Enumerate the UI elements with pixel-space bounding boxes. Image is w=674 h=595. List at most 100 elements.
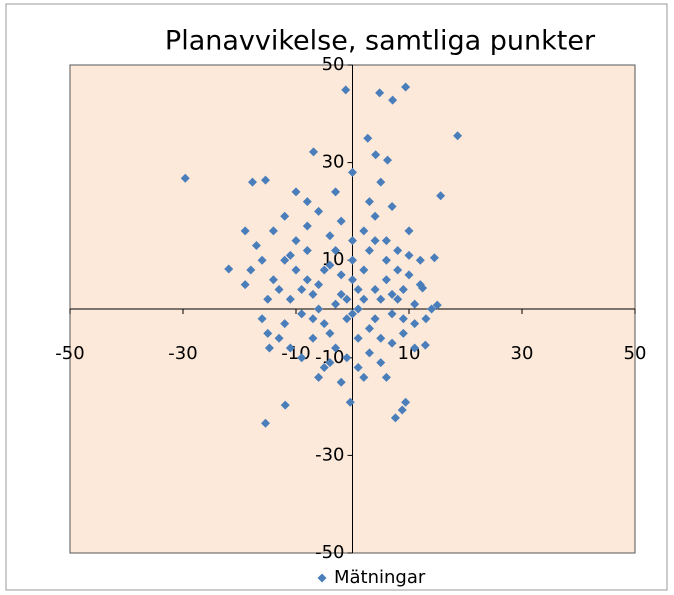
scatter-point [370, 314, 380, 324]
scatter-point [264, 343, 274, 353]
scatter-point [285, 294, 295, 304]
scatter-point [297, 353, 307, 363]
scatter-point [260, 175, 270, 185]
scatter-point [251, 241, 261, 251]
scatter-point [291, 236, 301, 246]
scatter-point [453, 131, 463, 141]
scatter-point [308, 289, 318, 299]
scatter-point [429, 253, 439, 263]
scatter-point [420, 340, 430, 350]
scatter-point [381, 275, 391, 285]
x-tick-label: -30 [168, 343, 197, 364]
y-tick-label: -50 [315, 542, 344, 563]
scatter-point [308, 314, 318, 324]
scatter-point [353, 333, 363, 343]
scatter-point [302, 275, 312, 285]
scatter-point [404, 250, 414, 260]
scatter-point [308, 333, 318, 343]
scatter-point [291, 187, 301, 197]
scatter-point [345, 397, 355, 407]
scatter-point [336, 216, 346, 226]
scatter-point [348, 167, 357, 177]
scatter-point [401, 82, 411, 92]
scatter-point [331, 245, 341, 255]
scatter-point [393, 265, 403, 275]
scatter-point [336, 270, 346, 280]
scatter-point [353, 304, 363, 314]
scatter-point [376, 294, 386, 304]
scatter-point [240, 280, 250, 290]
x-tick-label: -50 [55, 343, 84, 364]
scatter-point [180, 173, 190, 183]
scatter-point [393, 245, 403, 255]
scatter-point [432, 300, 442, 310]
scatter-point [280, 211, 290, 221]
scatter-point [331, 299, 341, 309]
scatter-point [375, 88, 385, 98]
scatter-point [387, 289, 397, 299]
y-tick-label: -10 [315, 347, 344, 368]
scatter-point [383, 155, 393, 165]
scatter-point [314, 206, 324, 216]
scatter-point [331, 187, 341, 197]
scatter-point [302, 245, 312, 255]
scatter-point [387, 338, 397, 348]
scatter-point [390, 413, 400, 423]
scatter-point [353, 284, 363, 294]
scatter-point [387, 309, 397, 319]
x-tick-label: 30 [511, 343, 534, 364]
scatter-point [336, 289, 346, 299]
scatter-point [376, 358, 386, 368]
scatter-point [325, 358, 335, 368]
scatter-point [342, 294, 352, 304]
scatter-point [280, 319, 290, 329]
scatter-point [393, 294, 403, 304]
scatter-point [263, 328, 273, 338]
scatter-point [436, 191, 446, 201]
scatter-point [280, 255, 290, 265]
scatter-point [342, 314, 352, 324]
scatter-point [325, 231, 335, 241]
scatter-point [404, 226, 414, 236]
scatter-point [297, 309, 307, 319]
scatter-point [274, 284, 284, 294]
scatter-point [410, 343, 420, 353]
scatter-point [398, 328, 408, 338]
scatter-point [314, 372, 324, 382]
scatter-point [364, 324, 374, 334]
scatter-point [342, 353, 352, 363]
scatter-point [359, 294, 369, 304]
scatter-point [398, 314, 408, 324]
scatter-point [246, 265, 256, 275]
scatter-point [415, 255, 425, 265]
scatter-point [325, 260, 335, 270]
scatter-point [359, 226, 369, 236]
scatter-point [421, 314, 431, 324]
x-tick-label: 50 [624, 343, 647, 364]
y-tick-label: -30 [315, 444, 344, 465]
scatter-point [314, 304, 324, 314]
scatter-point [410, 299, 420, 309]
scatter-point [285, 343, 295, 353]
scatter-point [302, 197, 312, 207]
scatter-point [370, 211, 380, 221]
scatter-point [397, 405, 407, 415]
scatter-point [240, 226, 250, 236]
scatter-point [387, 202, 397, 212]
scatter-point [348, 236, 357, 246]
scatter-point [257, 255, 267, 265]
scatter-point [376, 333, 386, 343]
scatter-point [319, 265, 329, 275]
scatter-point [247, 177, 257, 187]
y-tick-label: 30 [322, 152, 345, 173]
scatter-point [280, 400, 290, 410]
scatter-point [381, 372, 391, 382]
y-tick-label: 50 [322, 54, 345, 75]
scatter-point [341, 85, 351, 95]
scatter-point [381, 236, 391, 246]
scatter-point [410, 319, 420, 329]
scatter-point [371, 150, 381, 160]
x-tick-label: -10 [281, 343, 310, 364]
scatter-point [309, 147, 319, 157]
